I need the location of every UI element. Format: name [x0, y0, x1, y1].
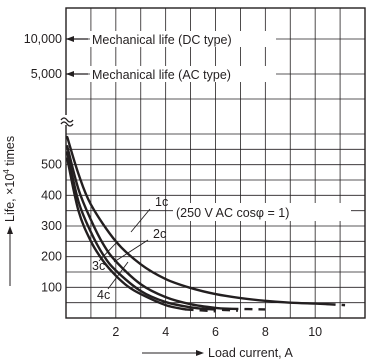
x-tick-label: 8: [262, 325, 269, 339]
tick-labels: 2 4 6 8 10 100 200 300 400 500 5,000 10,000: [24, 32, 322, 339]
series-leader-3c: [98, 241, 118, 262]
x-axis-label: Load current, A: [208, 346, 293, 360]
y-tick-label: 200: [41, 250, 62, 264]
series-line-4c: [66, 157, 187, 311]
y-tick-label: 5,000: [31, 67, 62, 81]
mechanical-life-ac: Mechanical life (AC type): [66, 66, 276, 82]
x-axis-title: Load current, A: [142, 346, 293, 360]
condition-label-bg: [173, 203, 351, 221]
series-extrapolation-2c: [230, 307, 266, 311]
svg-text:Life, ×104 times: Life, ×104 times: [2, 136, 17, 222]
y-axis-label-exponent: 4: [2, 169, 11, 174]
series-leader-1c: [130, 208, 151, 233]
series-extrapolation-3c: [207, 307, 238, 312]
series-extrapolation-4c: [185, 308, 216, 313]
series-label-2c: 2c: [153, 227, 166, 241]
y-tick-label: 500: [41, 158, 62, 172]
y-axis-break: [60, 115, 74, 127]
mechanical-life-dc-label: Mechanical life (DC type): [92, 33, 232, 47]
series-leader-4c: [107, 261, 129, 290]
series-leader-2c: [113, 239, 149, 263]
x-tick-label: 10: [308, 325, 322, 339]
y-axis-title: Life, ×104 times: [2, 136, 17, 286]
x-tick-label: 4: [162, 325, 169, 339]
mechanical-life-dc: Mechanical life (DC type): [66, 31, 276, 47]
series-line-2c: [66, 145, 232, 310]
x-tick-label: 2: [112, 325, 119, 339]
series-label-3c: 3c: [92, 259, 105, 273]
y-tick-label: 400: [41, 188, 62, 202]
series-label-4c: 4c: [97, 288, 110, 302]
series-extrapolation-1c: [327, 303, 346, 307]
mechanical-life-ac-label: Mechanical life (AC type): [92, 68, 231, 82]
y-tick-label: 300: [41, 219, 62, 233]
series-line-3c: [66, 151, 210, 311]
series-line-1c: [66, 135, 329, 306]
series-label-1c: 1c: [155, 195, 168, 209]
y-tick-label: 10,000: [24, 32, 62, 46]
y-axis-label-prefix: Life, ×10: [3, 174, 17, 222]
condition-label: (250 V AC cosφ = 1): [176, 206, 289, 220]
x-tick-label: 6: [212, 325, 219, 339]
series-group: 1c 2c 3c 4c: [66, 135, 346, 313]
y-tick-label: 100: [41, 280, 62, 294]
y-axis-label-suffix: times: [3, 136, 17, 169]
